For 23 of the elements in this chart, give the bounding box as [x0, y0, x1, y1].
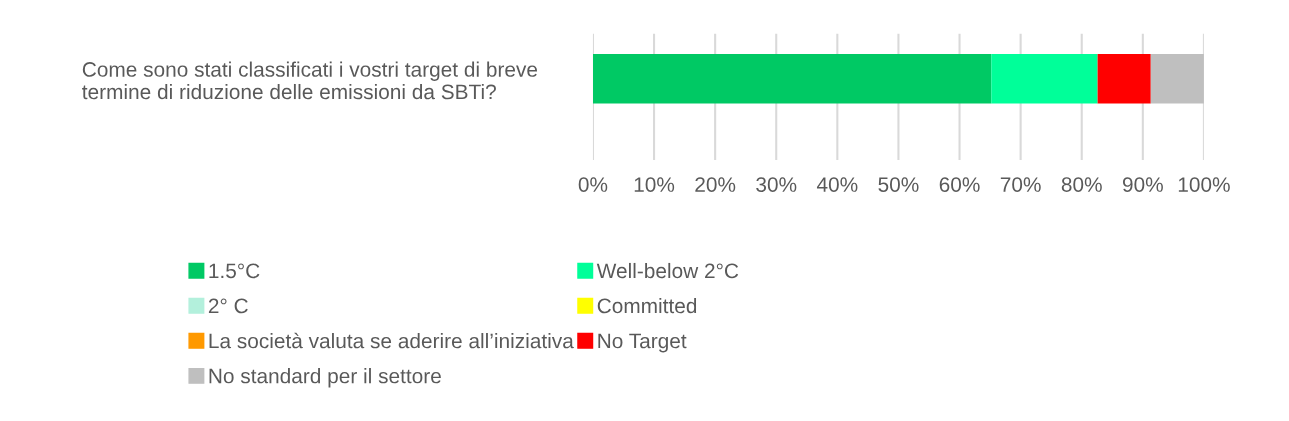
legend-label: 2° C [208, 298, 248, 314]
x-tick-label: 40% [816, 177, 858, 192]
legend-label: Well-below 2°C [596, 262, 739, 279]
legend-label: No standard per il settore [209, 368, 441, 388]
x-tick-label: 0% [578, 177, 608, 192]
bar [592, 53, 992, 104]
legend-label: No Target [598, 333, 687, 353]
bar [991, 53, 1098, 104]
x-tick-label: 60% [939, 177, 980, 192]
x-tick-label: 80% [1061, 177, 1102, 192]
legend-label: Committed [597, 297, 697, 314]
x-tick-label: 30% [756, 177, 797, 192]
x-tick-label: 50% [878, 177, 919, 192]
x-tick-label: 100% [1178, 177, 1230, 192]
x-tick-label: 70% [1000, 177, 1041, 192]
x-tick-label: 90% [1122, 177, 1163, 192]
x-tick-label: 20% [695, 177, 736, 192]
bar [1150, 53, 1204, 104]
y-tick-label: Come sono stati classificati i vostri target di breve termine di riduzione delle emissioni da SBTi? [82, 61, 538, 100]
x-tick-label: 10% [634, 177, 675, 192]
bar [1097, 53, 1151, 104]
legend-label: La società valuta se aderire all’iniziativa [209, 332, 574, 349]
legend-label: 1.5°C [209, 263, 260, 279]
